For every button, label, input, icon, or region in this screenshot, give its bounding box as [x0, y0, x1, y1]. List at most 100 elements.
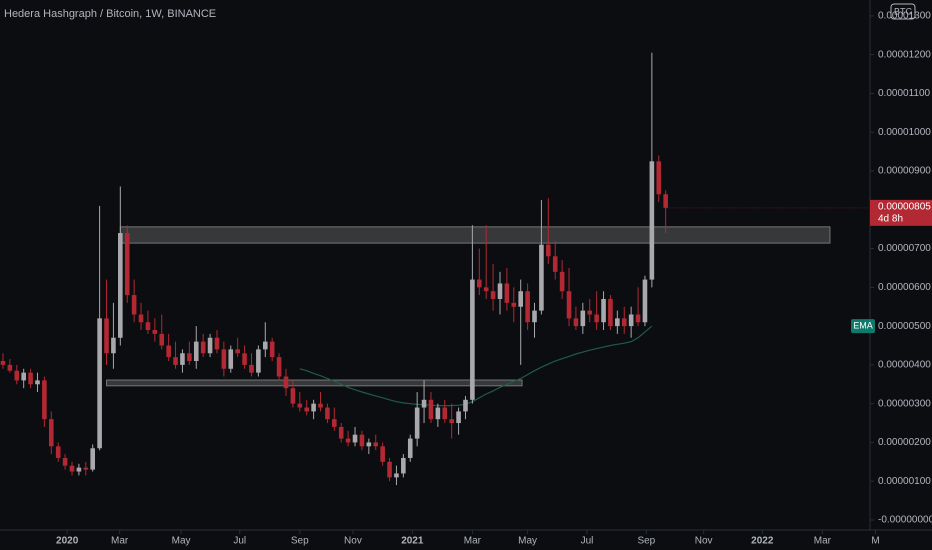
candle-body [504, 283, 510, 303]
candle-body [152, 329, 158, 334]
candle-body [62, 457, 68, 466]
candle-body [214, 337, 220, 350]
x-tick-label: Mar [111, 536, 129, 547]
candle-body [642, 279, 648, 323]
candle-body [352, 434, 358, 443]
chart-title: Hedera Hashgraph / Bitcoin, 1W, BINANCE [4, 8, 216, 20]
price-zone [106, 379, 523, 387]
candle-body [470, 279, 475, 400]
candle-body [69, 465, 75, 472]
candle-body [635, 314, 641, 323]
candle-body [373, 442, 379, 447]
candle-body [173, 357, 178, 365]
candle-body [7, 364, 13, 371]
candle-body [297, 403, 303, 408]
candle-body [421, 399, 427, 408]
y-tick-label: 0.00001300 [878, 11, 931, 22]
candle-body [97, 318, 102, 449]
candle-body [663, 194, 668, 208]
candle-body [394, 473, 399, 478]
candle-body [387, 461, 392, 478]
x-tick-label: 2021 [401, 536, 424, 547]
candle-body [14, 370, 20, 381]
y-tick-label: 0.00000200 [878, 437, 931, 448]
x-tick-label: Jul [581, 536, 594, 547]
x-tick-label: Sep [637, 536, 655, 547]
currency-button[interactable] [890, 3, 916, 20]
candle-body [587, 310, 593, 315]
x-tick-label: Mar [814, 536, 832, 547]
y-tick-label: 0.00000100 [878, 476, 931, 487]
candle-body [345, 438, 351, 443]
currency-button-label[interactable]: BTC [894, 6, 913, 16]
candle-body [621, 318, 627, 327]
candle-body [166, 345, 171, 358]
x-tick-label: Mar [464, 536, 482, 547]
candle-body [269, 341, 275, 358]
candle-body [552, 256, 558, 272]
price-zone [119, 226, 831, 244]
y-tick-label: -0.00000000 [878, 515, 932, 526]
y-tick-label: 0.00001200 [878, 49, 931, 60]
candle-body [276, 357, 282, 377]
last-price-label: 0.00000805 [878, 201, 931, 212]
candle-body [35, 380, 40, 385]
candle-body [649, 161, 655, 280]
candle-body [463, 399, 468, 412]
candle-body [456, 411, 461, 424]
y-tick-label: 0.00000300 [878, 398, 931, 409]
candle-body [407, 438, 413, 458]
candle-body [131, 295, 137, 315]
candle-body [21, 372, 26, 381]
candle-body [28, 372, 33, 385]
candle-body [159, 333, 165, 346]
candle-body [380, 446, 385, 462]
countdown: 4d 8h [878, 213, 903, 224]
x-tick-label: May [518, 536, 537, 547]
candle-body [111, 337, 116, 354]
candle-body [138, 314, 144, 323]
candle-body [145, 322, 151, 330]
x-tick-label: May [172, 536, 191, 547]
y-tick-label: 0.00001000 [878, 127, 931, 138]
x-tick-label: Nov [695, 536, 713, 547]
candle-body [490, 291, 496, 299]
x-tick-label: M [871, 536, 879, 547]
x-tick-label: Jul [233, 536, 246, 547]
candle-body [428, 399, 434, 420]
ema-line [299, 325, 653, 407]
candle-body [449, 419, 454, 424]
x-tick-label: 2020 [56, 536, 79, 547]
candle-body [42, 380, 47, 420]
y-tick-label: 0.00001100 [878, 88, 931, 99]
candle-body [83, 467, 89, 470]
candle-body [573, 318, 579, 327]
candle-body [0, 361, 6, 365]
candle-body [290, 388, 296, 404]
candle-body [608, 298, 613, 327]
x-tick-label: Nov [344, 536, 362, 547]
candle-body [566, 291, 572, 319]
candle-body [283, 376, 289, 389]
candle-body [104, 318, 109, 354]
candle-body [311, 403, 316, 412]
candle-body [518, 291, 524, 307]
candle-body [497, 283, 503, 299]
candle-body [235, 349, 240, 354]
candle-body [359, 434, 365, 447]
candle-body [539, 244, 544, 311]
ema-tag [851, 319, 875, 334]
last-price-tag [870, 199, 932, 226]
candle-body [594, 314, 599, 323]
candle-body [435, 407, 441, 420]
candle-body [656, 161, 662, 195]
candle-body [546, 244, 551, 257]
candle-body [249, 364, 254, 373]
candle-body [118, 233, 123, 338]
candle-body [366, 442, 372, 447]
candle-body [476, 279, 482, 288]
x-tick-label: Sep [291, 536, 309, 547]
y-tick-label: 0.00000700 [878, 243, 931, 254]
candle-body [200, 341, 206, 354]
